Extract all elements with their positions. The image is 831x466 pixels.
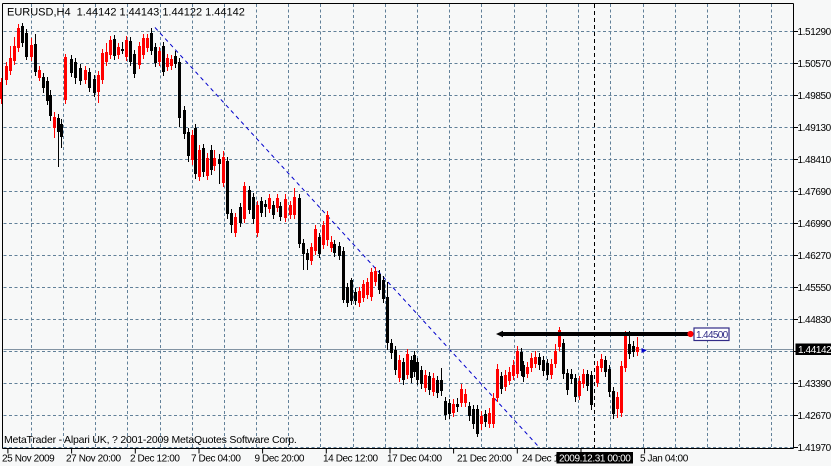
svg-text:1.49850: 1.49850 xyxy=(798,91,831,102)
svg-text:5 Jan 04:00: 5 Jan 04:00 xyxy=(640,454,689,465)
svg-text:1.50570: 1.50570 xyxy=(798,59,831,70)
svg-text:1.46990: 1.46990 xyxy=(798,219,831,230)
svg-text:1.43390: 1.43390 xyxy=(798,379,831,390)
svg-text:25 Nov 2009: 25 Nov 2009 xyxy=(2,454,55,465)
svg-text:7 Dec 04:00: 7 Dec 04:00 xyxy=(191,454,241,465)
svg-text:1.44830: 1.44830 xyxy=(798,315,831,326)
svg-text:27 Nov 20:00: 27 Nov 20:00 xyxy=(66,454,122,465)
svg-text:1.42670: 1.42670 xyxy=(798,411,831,422)
svg-text:1.47690: 1.47690 xyxy=(798,187,831,198)
svg-text:MetaTrader - Alpari UK, ? 2001: MetaTrader - Alpari UK, ? 2001-2009 Meta… xyxy=(4,434,297,446)
svg-text:EURUSD,H4 1.44142 1.44143 1.4: EURUSD,H4 1.44142 1.44143 1.44122 1.4414… xyxy=(7,7,245,19)
svg-text:17 Dec 04:00: 17 Dec 04:00 xyxy=(387,454,443,465)
svg-text:1.44142: 1.44142 xyxy=(798,345,831,356)
svg-text:1.44500: 1.44500 xyxy=(696,330,729,341)
svg-text:9 Dec 20:00: 9 Dec 20:00 xyxy=(255,454,305,465)
svg-text:1.45550: 1.45550 xyxy=(798,283,831,294)
svg-text:2 Dec 12:00: 2 Dec 12:00 xyxy=(130,454,180,465)
svg-text:2009.12.31 00:00: 2009.12.31 00:00 xyxy=(559,454,631,465)
svg-text:1.51290: 1.51290 xyxy=(798,27,831,38)
svg-text:14 Dec 12:00: 14 Dec 12:00 xyxy=(323,454,379,465)
svg-text:24 Dec 12:00: 24 Dec 12:00 xyxy=(522,454,578,465)
svg-text:1.49130: 1.49130 xyxy=(798,123,831,134)
svg-text:1.48410: 1.48410 xyxy=(798,155,831,166)
svg-text:1.46270: 1.46270 xyxy=(798,251,831,262)
svg-text:1.41970: 1.41970 xyxy=(798,443,831,454)
svg-text:21 Dec 20:00: 21 Dec 20:00 xyxy=(457,454,513,465)
